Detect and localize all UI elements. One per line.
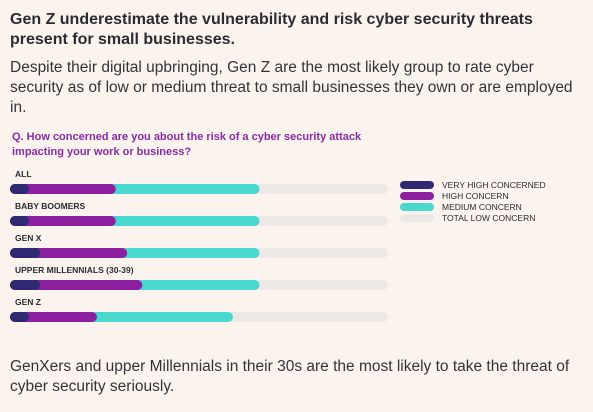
chart-question: Q. How concerned are you about the risk … [12, 131, 362, 158]
legend-label-very-high-concerned: VERY HIGH CONCERNED [442, 180, 546, 190]
legend-label-medium-concern: MEDIUM CONCERN [442, 202, 522, 212]
legend-swatch-total-low-concern [400, 214, 434, 222]
category-label-gen-x: GEN X [15, 233, 42, 243]
legend-swatch-medium-concern [400, 203, 434, 211]
bar-high-concern-baby-boomers [10, 216, 116, 226]
footer-paragraph: GenXers and upper Millennials in their 3… [10, 358, 570, 395]
legend-label-total-low-concern: TOTAL LOW CONCERN [442, 213, 535, 223]
bar-very-high-concerned-gen-z [10, 312, 29, 322]
category-label-upper-millennials-30-39: UPPER MILLENNIALS (30-39) [15, 265, 134, 275]
bar-high-concern-gen-z [10, 312, 97, 322]
category-label-all: ALL [15, 169, 32, 179]
headline: Gen Z underestimate the vulnerability an… [10, 11, 533, 48]
legend-label-high-concern: HIGH CONCERN [442, 191, 509, 201]
bar-high-concern-upper-millennials-30-39 [10, 280, 143, 290]
bars-layer: ALL BABY BOOMERS GEN X UPPER MILLENNIALS (3… [10, 169, 388, 322]
bar-high-concern-all [10, 184, 116, 194]
bar-very-high-concerned-gen-x [10, 248, 41, 258]
category-label-gen-z: GEN Z [15, 297, 41, 307]
bar-very-high-concerned-upper-millennials-30-39 [10, 280, 41, 290]
bar-very-high-concerned-baby-boomers [10, 216, 29, 226]
legend-swatch-high-concern [400, 192, 434, 200]
intro-paragraph: Despite their digital upbringing, Gen Z … [10, 59, 573, 116]
bar-very-high-concerned-all [10, 184, 29, 194]
category-label-baby-boomers: BABY BOOMERS [15, 201, 86, 211]
legend-swatch-very-high-concerned [400, 181, 434, 189]
